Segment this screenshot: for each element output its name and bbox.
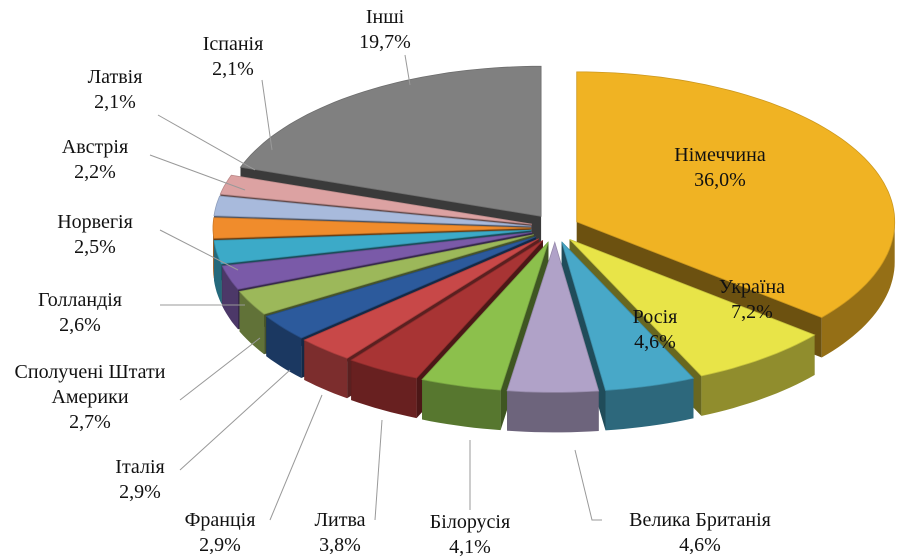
- slice-side: [266, 236, 536, 357]
- value-label: 2,2%: [74, 161, 116, 183]
- value-label: 2,7%: [69, 411, 111, 433]
- slice-top: [303, 238, 540, 359]
- slice-label: Україна 7,2%: [667, 275, 837, 325]
- slice-label: Німеччина 36,0%: [635, 143, 805, 193]
- value-label: 2,1%: [212, 58, 254, 80]
- category: Білорусія: [429, 511, 511, 533]
- slice-top: [212, 217, 532, 239]
- leader-line: [179, 337, 261, 401]
- slices: [212, 65, 896, 433]
- slice-top: [569, 239, 816, 377]
- slice-label: Інші 19,7%: [300, 5, 470, 55]
- slice-label: Норвегія 2,5%: [10, 210, 180, 260]
- value-label: 4,1%: [449, 536, 491, 558]
- leader-line: [269, 394, 323, 521]
- value-label: 3,8%: [319, 534, 361, 556]
- slice-wall: [214, 240, 222, 304]
- leader-line: [159, 229, 239, 271]
- leader-line: [149, 154, 246, 191]
- category: Норвегія: [57, 211, 133, 233]
- slice-label: Італія 2,9%: [55, 455, 225, 505]
- leader-line: [261, 79, 273, 151]
- slice-label: Велика Британія 4,6%: [600, 508, 800, 558]
- value-label: 2,9%: [119, 481, 161, 503]
- value-label: 2,1%: [94, 91, 136, 113]
- category: Росія: [632, 306, 678, 328]
- category: Інші: [365, 6, 405, 28]
- slice-wall: [821, 221, 895, 358]
- slice-top: [265, 236, 537, 339]
- value-label: 2,6%: [59, 314, 101, 336]
- category: Австрія: [61, 136, 129, 158]
- slice-wall: [213, 228, 214, 279]
- category: Італія: [115, 456, 165, 478]
- slice: [561, 241, 695, 431]
- leader-line: [404, 54, 411, 86]
- category: Німеччина: [674, 144, 766, 166]
- slice-top: [350, 240, 544, 379]
- value-label: 7,2%: [731, 301, 773, 323]
- slice-label: Білорусія 4,1%: [385, 510, 555, 559]
- leader-line: [374, 419, 383, 521]
- slice-top: [421, 241, 549, 391]
- value-label: 2,5%: [74, 236, 116, 258]
- category: Голландія: [37, 289, 122, 311]
- slice-top: [213, 229, 532, 265]
- leader-lines: [149, 54, 602, 521]
- slice-wall: [266, 316, 302, 378]
- category: Велика Британія: [629, 509, 771, 531]
- value-label: 36,0%: [694, 169, 746, 191]
- slice-label: Голландія 2,6%: [0, 288, 165, 338]
- slice-label: Литва 3,8%: [255, 508, 425, 558]
- slice-wall: [507, 390, 599, 433]
- category: Литва: [314, 509, 366, 531]
- slice-label: Сполучені Штати Америки 2,7%: [0, 360, 180, 435]
- slice-label: Росія 4,6%: [570, 305, 740, 355]
- leader-line: [179, 369, 291, 471]
- slice-label: Франція 2,9%: [135, 508, 305, 558]
- leader-line: [157, 114, 256, 171]
- slice-wall: [222, 266, 238, 330]
- slice-top: [238, 234, 534, 315]
- category: Латвія: [87, 66, 143, 88]
- slice-top: [221, 232, 533, 290]
- slice-label: Іспанія 2,1%: [148, 32, 318, 82]
- category: Сполучені Штати Америки: [14, 361, 166, 408]
- category: Іспанія: [202, 33, 264, 55]
- leader-line: [574, 449, 602, 521]
- slice-wall: [605, 378, 694, 431]
- slice-top: [506, 241, 600, 393]
- value-label: 19,7%: [359, 31, 411, 53]
- slice-top: [239, 65, 542, 217]
- category: Україна: [718, 276, 786, 298]
- slice-label: Австрія 2,2%: [10, 135, 180, 185]
- slice-wall: [239, 291, 265, 355]
- slice-wall: [422, 379, 501, 431]
- slice-top: [213, 195, 532, 227]
- slice: [506, 241, 600, 433]
- slice-top: [219, 174, 532, 225]
- slice-top: [576, 71, 896, 318]
- slice-top: [561, 241, 695, 391]
- value-label: 2,9%: [199, 534, 241, 556]
- category: Франція: [184, 509, 256, 531]
- slice-label: Латвія 2,1%: [30, 65, 200, 115]
- value-label: 4,6%: [679, 534, 721, 556]
- slice-wall: [701, 335, 815, 416]
- value-label: 4,6%: [634, 331, 676, 353]
